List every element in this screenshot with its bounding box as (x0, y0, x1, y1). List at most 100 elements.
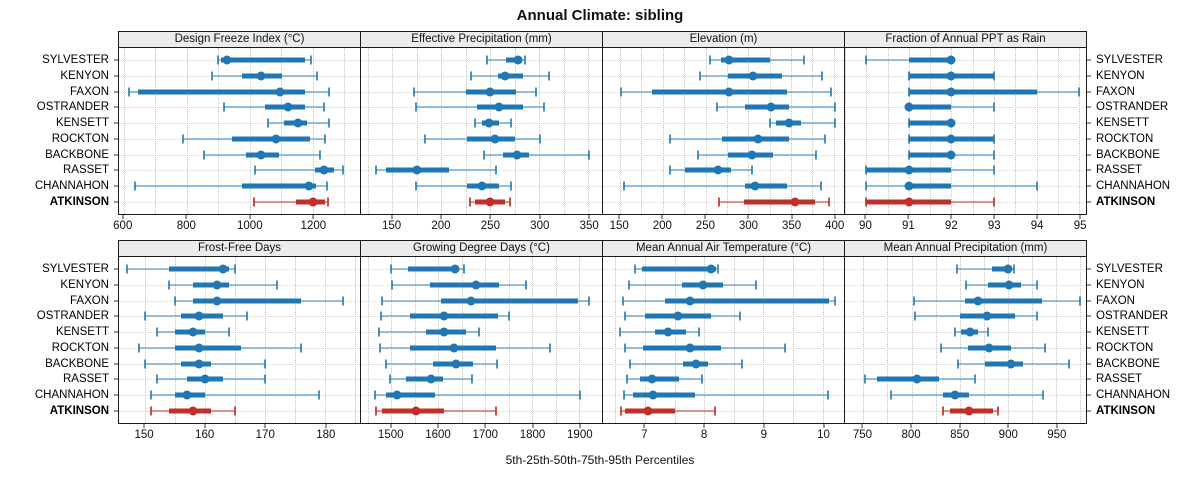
row-guide (361, 75, 602, 77)
whisker-cap (993, 150, 996, 160)
whisker-cap (1079, 296, 1082, 306)
whisker-cap (318, 390, 321, 400)
whisker-cap (412, 87, 415, 97)
gridline-vertical (908, 48, 910, 214)
whisker-cap (993, 102, 996, 112)
whisker-cap (316, 71, 319, 81)
gridline-vertical (1080, 257, 1082, 423)
iqr-bar-25-75 (991, 266, 1011, 272)
site-label: RASSET (62, 373, 109, 386)
iqr-bar-25-75 (876, 376, 940, 382)
x-axis-tick (204, 424, 206, 428)
median-dot (904, 181, 914, 191)
site-label: BACKBONE (1096, 148, 1160, 161)
y-axis-tick (1087, 363, 1091, 365)
x-axis-tick (532, 424, 534, 428)
median-dot (647, 374, 657, 384)
row-guide (603, 186, 844, 188)
y-axis-tick (1087, 75, 1091, 77)
median-dot (747, 150, 757, 160)
median-dot (426, 374, 436, 384)
gridline-vertical (935, 257, 937, 423)
whisker-cap (890, 390, 893, 400)
gridline-vertical (994, 48, 996, 214)
gridline-vertical (1036, 48, 1038, 214)
y-axis-tick (1087, 284, 1091, 286)
row-guide (603, 411, 844, 412)
whisker-cap (378, 327, 381, 337)
whisker-cap (833, 296, 836, 306)
iqr-bar-25-75 (429, 282, 500, 288)
whisker-cap (940, 343, 943, 353)
whisker-cap (588, 150, 591, 160)
panel-band-top: SYLVESTER KENYON FAXON OSTRANDER KENSETT ROCK… (0, 31, 1200, 237)
median-dot (912, 374, 922, 384)
median-dot (964, 406, 974, 416)
panel-strip-title: Fraction of Annual PPT as Rain (844, 31, 1087, 48)
site-label: FAXON (1096, 85, 1135, 98)
iqr-bar-25-75 (137, 89, 306, 95)
whisker-cap (628, 359, 631, 369)
x-axis-tick-label: 180 (316, 429, 336, 441)
whisker-cap (509, 118, 512, 128)
row-guide (845, 107, 1086, 109)
row-guide (845, 154, 1086, 156)
gridline-vertical (911, 257, 913, 423)
site-label: KENSETT (55, 117, 109, 130)
median-dot (946, 118, 956, 128)
site-label: OSTRANDER (36, 310, 109, 323)
whisker-cap (507, 311, 510, 321)
whisker-cap (784, 343, 787, 353)
x-axis-tick-label: 150 (382, 220, 402, 232)
iqr-bar-25-75 (441, 298, 578, 304)
gridline-vertical (930, 48, 932, 214)
iqr-bar-25-75 (642, 266, 717, 272)
y-axis-tick (114, 300, 118, 302)
median-dot (753, 134, 763, 144)
gridline-vertical (822, 257, 824, 423)
whisker-cap (508, 197, 511, 207)
site-label: OSTRANDER (36, 101, 109, 114)
whisker-cap (509, 181, 512, 191)
whisker-cap (181, 134, 184, 144)
iqr-bar-25-75 (241, 183, 316, 189)
row-guide (603, 379, 844, 381)
gridline-vertical (615, 257, 617, 423)
gridline-vertical (887, 257, 889, 423)
whisker-cap (143, 359, 146, 369)
x-axis-tick (834, 215, 836, 219)
median-dot (484, 118, 494, 128)
y-axis-tick (1087, 347, 1091, 349)
gridline-vertical (791, 48, 792, 214)
site-label: ROCKTON (1096, 341, 1154, 354)
whisker-cap (716, 264, 719, 274)
whisker-cap (956, 359, 959, 369)
y-axis-tick (1087, 185, 1091, 187)
gridline-vertical (1032, 257, 1034, 423)
gridline-vertical (438, 257, 440, 423)
gridline-vertical (793, 257, 795, 423)
gridline-vertical (144, 257, 146, 423)
iqr-bar-25-75 (964, 298, 1042, 304)
whisker-cap (864, 374, 867, 384)
gridline-vertical (763, 257, 765, 423)
site-label: SYLVESTER (1096, 54, 1163, 66)
gridline-vertical (704, 257, 706, 423)
x-axis-tick (391, 215, 393, 219)
whisker-5-95 (135, 185, 328, 188)
x-axis-tick (861, 424, 863, 428)
whisker-cap (342, 296, 345, 306)
y-axis-tick (114, 331, 118, 333)
whisker-cap (525, 280, 528, 290)
median-dot (411, 406, 421, 416)
whisker-cap (380, 296, 383, 306)
gridline-vertical (863, 257, 865, 423)
whisker-cap (167, 280, 170, 290)
x-axis-tick (484, 424, 486, 428)
x-axis-tick (437, 424, 439, 428)
median-dot (256, 150, 266, 160)
x-axis-tick (143, 424, 145, 428)
whisker-cap (830, 87, 833, 97)
whisker-cap (819, 181, 822, 191)
median-dot (283, 102, 293, 112)
